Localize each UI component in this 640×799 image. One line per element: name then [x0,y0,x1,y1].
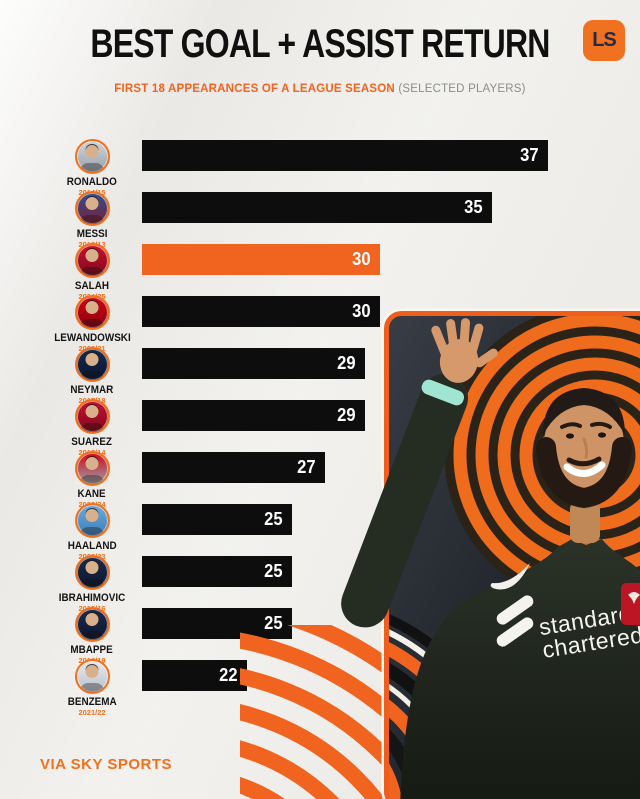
player-row: LEWANDOWSKI 2020/21 30 [0,295,640,353]
bar-value-label: 35 [464,197,483,217]
avatar-shoulders [79,631,105,640]
player-avatar [74,347,110,382]
player-avatar [74,503,110,538]
avatar-face [85,561,99,574]
bar: 29 [142,348,365,379]
player-name: KANE [77,488,107,500]
player-row: KANE 2023/24 27 [0,451,640,509]
avatar-face [85,509,99,522]
avatar-shoulders [79,319,105,328]
subtitle: FIRST 18 APPEARANCES OF A LEAGUE SEASON … [0,83,640,95]
avatar-face [85,301,99,314]
bar: 25 [142,608,292,639]
avatar-shoulders [79,163,105,172]
player-row: SUAREZ 2013/14 29 [0,399,640,457]
player-avatar [74,191,110,226]
player-row: NEYMAR 2017/18 29 [0,347,640,405]
player-name: MBAPPE [70,644,114,656]
avatar-face [85,249,99,262]
bar: 22 [142,660,247,691]
player-name: SUAREZ [71,436,113,448]
avatar-face [85,197,99,210]
player-label-block: LEWANDOWSKI 2020/21 [42,295,142,353]
bar: 29 [142,400,365,431]
avatar-face [85,353,99,366]
player-row: RONALDO 2014/15 37 [0,139,640,197]
player-avatar [74,139,110,174]
bar: 30 [142,244,380,275]
avatar-shoulders [79,527,105,536]
player-row: MESSI 2012/13 35 [0,191,640,249]
bar: 30 [142,296,380,327]
livescore-logo: LS [583,20,625,61]
player-label-block: MESSI 2012/13 [42,191,142,249]
bar: 37 [142,140,548,171]
avatar-shoulders [79,683,105,692]
player-label-block: RONALDO 2014/15 [42,139,142,197]
player-avatar [74,607,110,642]
player-label-block: SALAH 2024/25 [42,243,142,301]
player-season: 2021/22 [78,708,106,717]
player-avatar [74,659,110,694]
player-avatar [74,555,110,590]
player-name: RONALDO [66,176,118,188]
source-credit: VIA SKY SPORTS [40,756,173,773]
player-avatar [74,399,110,434]
player-label-block: HAALAND 2022/23 [42,503,142,561]
bar-value-label: 25 [264,613,283,633]
player-label-block: SUAREZ 2013/14 [42,399,142,457]
player-row: BENZEMA 2021/22 22 [0,659,640,717]
player-row: MBAPPE 2018/19 25 [0,607,640,665]
avatar-face [85,457,99,470]
player-name: NEYMAR [70,384,114,396]
bar-value-label: 22 [219,665,238,685]
avatar-shoulders [79,267,105,276]
player-row: IBRAHIMOVIC 2015/16 25 [0,555,640,613]
player-label-block: KANE 2023/24 [42,451,142,509]
player-avatar [74,295,110,330]
bar-value-label: 30 [352,249,371,269]
player-row: SALAH 2024/25 30 [0,243,640,301]
player-label-block: NEYMAR 2017/18 [42,347,142,405]
bar-value-label: 30 [352,301,371,321]
player-name: SALAH [74,280,110,292]
avatar-shoulders [79,423,105,432]
bar: 25 [142,504,292,535]
chart: RONALDO 2014/15 37 MESSI 2012/13 35 [0,139,640,717]
player-label-block: IBRAHIMOVIC 2015/16 [42,555,142,613]
player-name: LEWANDOWSKI [53,332,131,344]
avatar-face [85,613,99,626]
avatar-face [85,405,99,418]
avatar-shoulders [79,475,105,484]
player-label-block: BENZEMA 2021/22 [42,659,142,717]
player-label-block: MBAPPE 2018/19 [42,607,142,665]
bar-value-label: 37 [520,145,539,165]
player-name: IBRAHIMOVIC [58,592,126,604]
avatar-shoulders [79,371,105,380]
bar-value-label: 29 [337,405,356,425]
bar: 27 [142,452,325,483]
bar: 25 [142,556,292,587]
bar-value-label: 27 [297,457,316,477]
livescore-logo-text: LS [592,29,617,51]
bar: 35 [142,192,492,223]
subtitle-note: (SELECTED PLAYERS) [394,83,526,95]
bar-value-label: 29 [337,353,356,373]
avatar-face [85,665,99,678]
avatar-shoulders [79,215,105,224]
avatar-face [85,145,99,158]
player-avatar [74,243,110,278]
player-avatar [74,451,110,486]
avatar-shoulders [79,579,105,588]
page-title: BEST GOAL + ASSIST RETURN [90,22,550,66]
player-name: HAALAND [67,540,117,552]
player-name: BENZEMA [67,696,117,708]
player-name: MESSI [76,228,108,240]
player-row: HAALAND 2022/23 25 [0,503,640,561]
bar-value-label: 25 [264,561,283,581]
bar-value-label: 25 [264,509,283,529]
subtitle-highlight: FIRST 18 APPEARANCES OF A LEAGUE SEASON [114,83,395,95]
